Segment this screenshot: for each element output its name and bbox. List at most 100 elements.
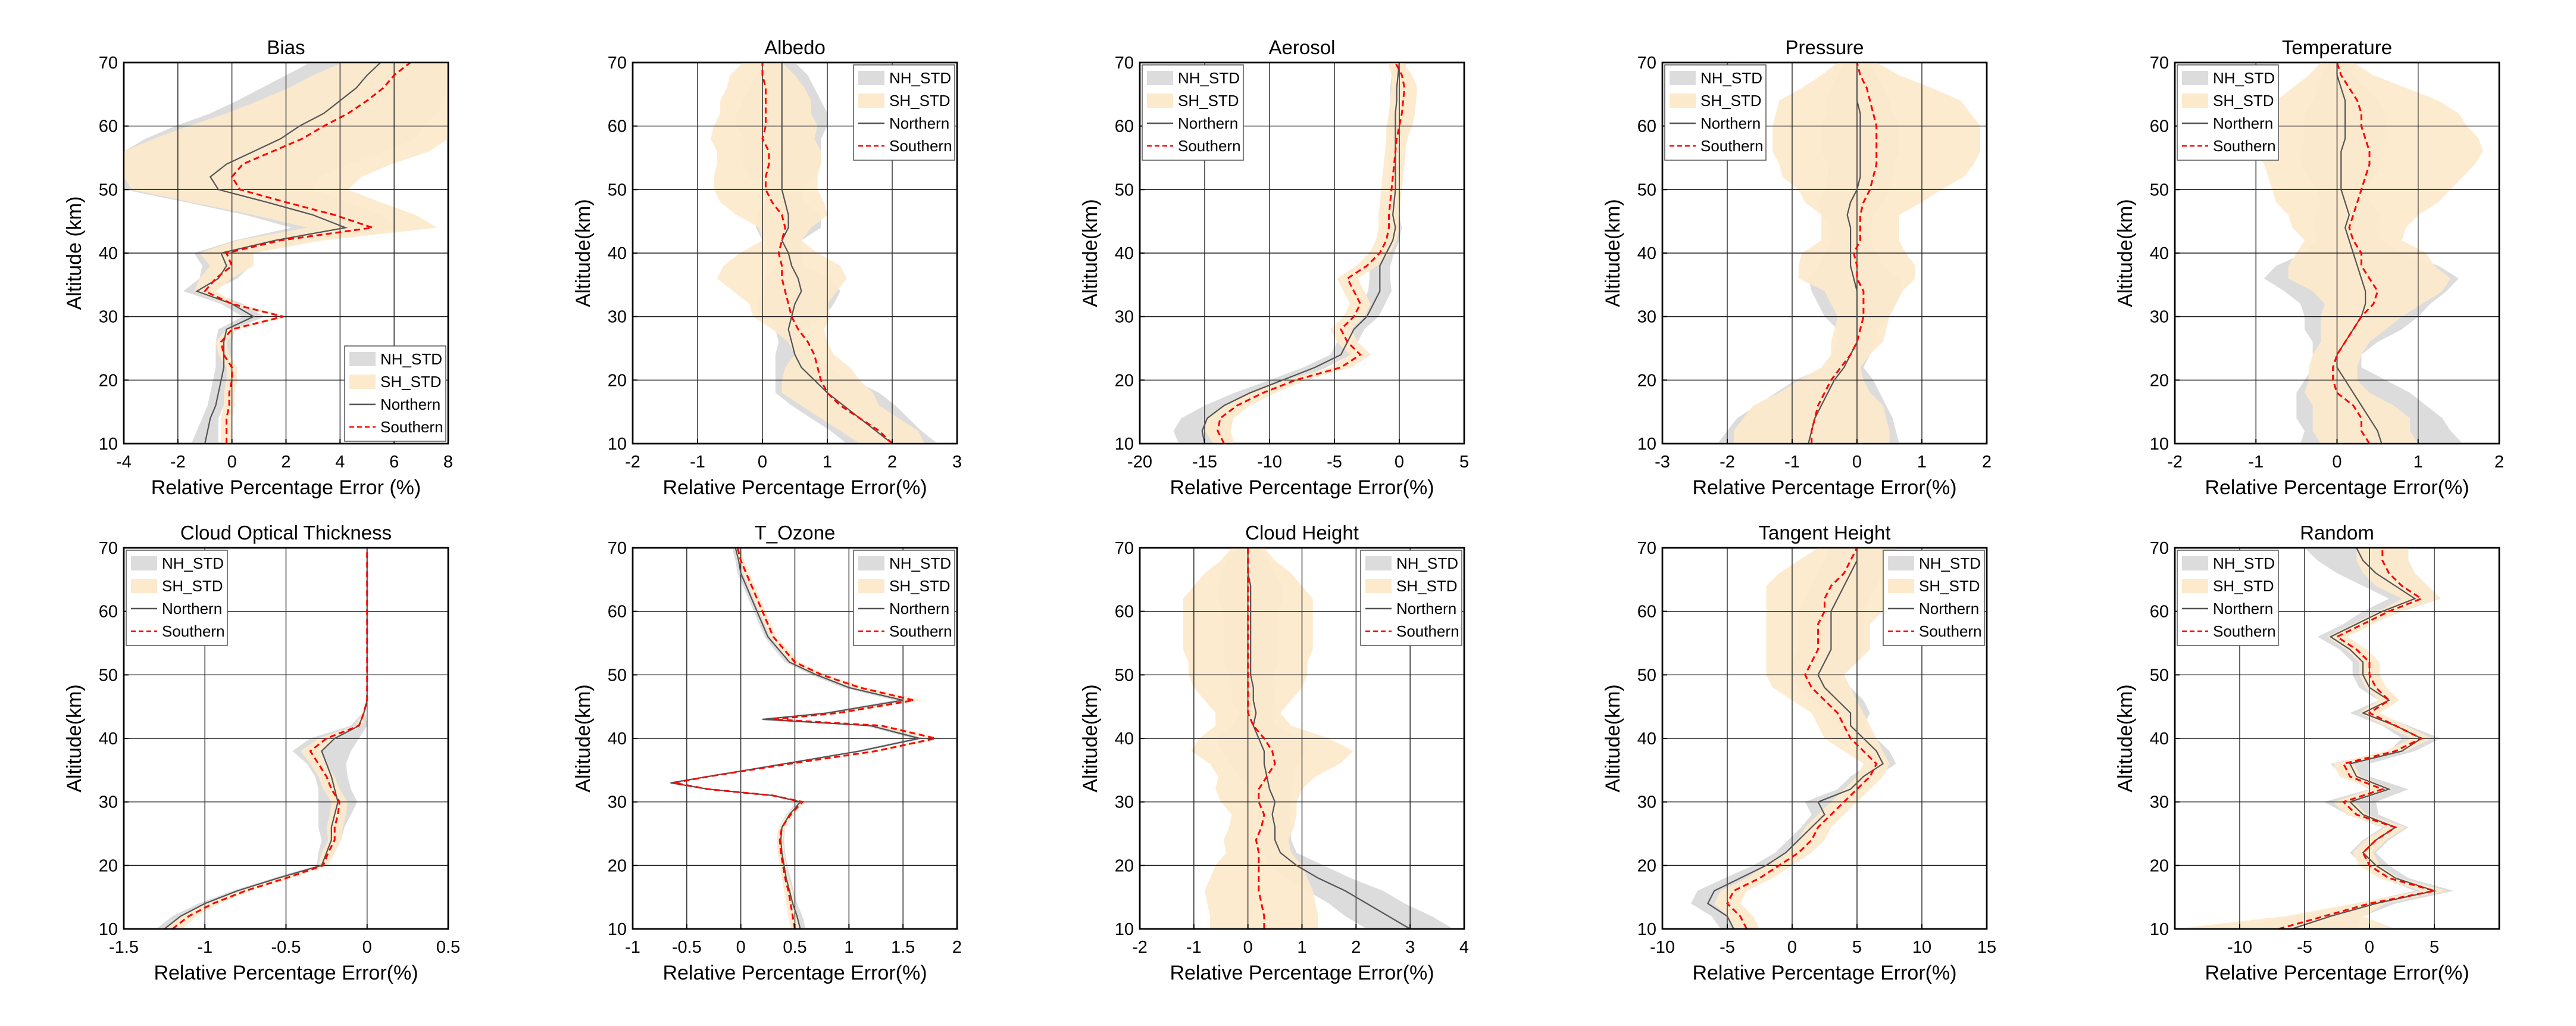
legend-label: NH_STD <box>889 554 951 572</box>
y-tick-label: 70 <box>2150 539 2169 558</box>
legend-sh-std-swatch <box>858 579 884 593</box>
y-tick-label: 30 <box>608 308 627 327</box>
x-axis-label: Relative Percentage Error(%) <box>2205 476 2469 499</box>
sh-std-band <box>1714 548 1909 929</box>
legend-sh-std-swatch <box>2182 93 2208 108</box>
x-tick-label: -1 <box>690 453 705 472</box>
y-tick-label: 30 <box>1115 793 1134 812</box>
legend-sh-std-swatch <box>2182 579 2208 593</box>
x-tick-label: -1 <box>1186 938 1202 957</box>
legend-sh-std-swatch <box>1365 579 1392 593</box>
legend-label: NH_STD <box>1919 554 1981 572</box>
legend-nh-std-swatch <box>2182 556 2208 570</box>
nh-std-band <box>2227 548 2454 929</box>
southern-line <box>1726 547 1878 930</box>
y-tick-label: 40 <box>99 729 118 749</box>
y-tick-label: 60 <box>608 117 627 136</box>
y-tick-label: 30 <box>2150 793 2169 812</box>
panel-tangent-height: -10 -5 0 5 10 15 10 20 30 40 50 60 70 Tangent Height R… <box>1602 522 1996 984</box>
x-tick-label: -10 <box>2227 938 2252 957</box>
y-axis-label: Altitude(km) <box>572 684 595 792</box>
x-tick-label: 2 <box>281 453 290 472</box>
y-tick-label: 50 <box>99 180 118 199</box>
x-tick-label: 0 <box>227 453 237 472</box>
y-tick-label: 10 <box>1637 920 1656 939</box>
legend: NH_STD SH_STD Northern Southern <box>1883 550 1985 646</box>
legend: NH_STD SH_STD Northern Southern <box>126 550 228 646</box>
y-tick-label: 10 <box>99 920 118 939</box>
x-tick-label: -1 <box>197 938 212 957</box>
y-axis-label: Altitude(km) <box>63 684 86 792</box>
x-tick-label: -2 <box>2167 453 2183 472</box>
x-tick-label: 0 <box>1852 453 1862 472</box>
legend-label: SH_STD <box>380 373 442 391</box>
panel-albedo: -2 -1 0 1 2 3 10 20 30 40 50 60 70 Albedo Relative Per… <box>572 36 962 499</box>
y-tick-label: 50 <box>2150 666 2169 685</box>
panel-title: Bias <box>267 36 305 58</box>
x-tick-label: 2 <box>952 938 962 957</box>
y-tick-label: 30 <box>1637 793 1656 812</box>
x-tick-label: 1.5 <box>891 938 915 957</box>
y-tick-label: 10 <box>1637 435 1656 454</box>
legend-label: Northern <box>2213 114 2273 132</box>
legend-label: NH_STD <box>1396 554 1458 572</box>
legend: NH_STD SH_STD Northern Southern <box>1360 550 1462 646</box>
x-tick-label: 1 <box>844 938 854 957</box>
southern-line <box>673 547 936 930</box>
x-tick-label: 5 <box>2430 938 2439 957</box>
panel-title: Cloud Height <box>1245 522 1359 544</box>
x-tick-label: -2 <box>625 453 640 472</box>
y-axis-label: Altitude(km) <box>572 199 595 307</box>
panel-title: T_Ozone <box>755 522 836 544</box>
y-tick-label: 40 <box>1637 244 1656 263</box>
y-tick-label: 70 <box>1115 539 1134 558</box>
y-tick-label: 60 <box>2150 603 2169 622</box>
y-tick-label: 20 <box>1115 371 1134 390</box>
legend-label: Southern <box>1919 622 1982 640</box>
x-tick-label: -0.5 <box>672 938 702 957</box>
x-tick-label: 2 <box>2494 453 2504 472</box>
legend-nh-std-swatch <box>2182 71 2208 85</box>
legend-label: SH_STD <box>889 577 951 595</box>
legend: NH_STD SH_STD Northern Southern <box>1142 64 1244 161</box>
legend-label: Southern <box>162 622 225 640</box>
panel-aerosol: -20 -15 -10 -5 0 5 10 20 30 40 50 60 70 Aerosol Relati… <box>1079 36 1469 499</box>
y-tick-label: 30 <box>99 308 118 327</box>
southern-line <box>2332 62 2379 444</box>
legend-label: NH_STD <box>380 350 442 368</box>
panel-title: Pressure <box>1785 36 1864 58</box>
southern-line <box>171 548 368 930</box>
x-tick-label: -5 <box>1720 938 1735 957</box>
y-tick-label: 10 <box>1115 435 1134 454</box>
y-tick-label: 40 <box>99 244 118 263</box>
panel-title: Random <box>2300 522 2374 544</box>
x-tick-label: 8 <box>443 453 453 472</box>
x-tick-label: -2 <box>170 453 186 472</box>
legend-label: Southern <box>889 137 952 155</box>
panel-temperature: -2 -1 0 1 2 10 20 30 40 50 60 70 Temperature Relative… <box>2114 36 2504 499</box>
y-tick-label: 50 <box>608 666 627 685</box>
legend: NH_STD SH_STD Northern Southern <box>2177 64 2279 161</box>
y-tick-label: 40 <box>1637 729 1656 749</box>
panel-bias: -4 -2 0 2 4 6 8 10 20 30 40 50 60 70 Bias Relative Perc… <box>63 36 453 499</box>
y-tick-label: 10 <box>2150 435 2169 454</box>
panel-pressure: -3 -2 -1 0 1 2 10 20 30 40 50 60 70 Pressure Relative … <box>1602 36 1992 499</box>
legend-label: Northern <box>1700 114 1761 132</box>
legend-label: NH_STD <box>889 69 951 87</box>
x-tick-label: 4 <box>1459 938 1469 957</box>
y-tick-label: 20 <box>1637 856 1656 875</box>
x-tick-label: -20 <box>1127 453 1152 472</box>
southern-line <box>203 61 411 444</box>
panel-title: Tangent Height <box>1759 522 1891 544</box>
y-tick-label: 10 <box>608 435 627 454</box>
x-axis-label: Relative Percentage Error(%) <box>1692 962 1956 984</box>
x-tick-label: 0 <box>758 453 767 472</box>
legend-label: Southern <box>1700 137 1764 155</box>
y-tick-label: 30 <box>99 793 118 812</box>
y-tick-label: 60 <box>99 117 118 136</box>
y-tick-label: 70 <box>99 54 118 73</box>
y-tick-label: 70 <box>99 539 118 558</box>
x-tick-label: 0.5 <box>783 938 806 957</box>
legend: NH_STD SH_STD Northern Southern <box>853 64 955 161</box>
legend: NH_STD SH_STD Northern Southern <box>1664 64 1767 161</box>
